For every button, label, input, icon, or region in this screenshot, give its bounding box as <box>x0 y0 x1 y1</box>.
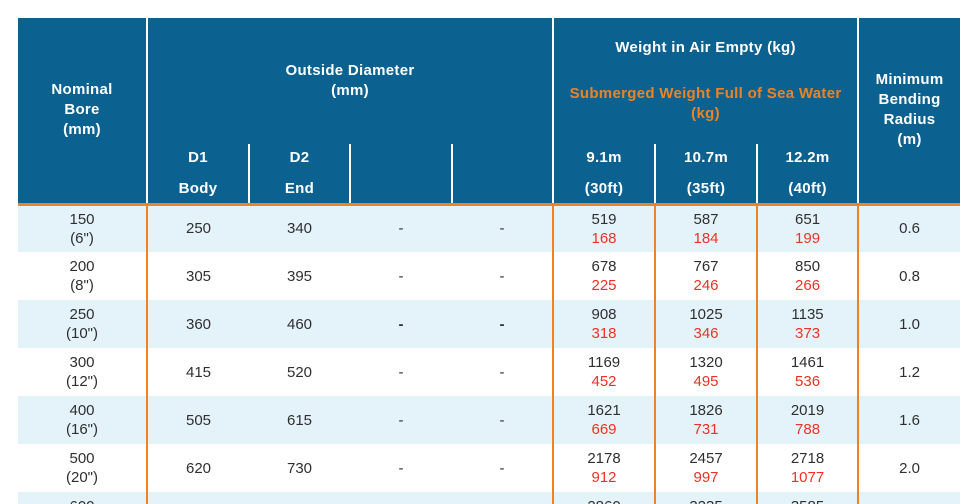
cell-outside-diameter: - <box>452 252 554 300</box>
cell-weight: 651 199 <box>756 202 859 252</box>
cell-outside-diameter: 305 <box>146 252 249 300</box>
cell-outside-diameter: 395 <box>249 252 350 300</box>
table-row: 400 (16") 505 615- -1621 669 1826 731 2019 788 1.… <box>18 396 961 444</box>
cell-nominal-bore: 150 (6") <box>18 202 147 252</box>
cell-weight: 850 266 <box>756 252 859 300</box>
cell-weight: 587 184 <box>654 202 758 252</box>
cell-outside-diameter: - <box>350 348 452 396</box>
cell-weight: 1461 536 <box>756 348 859 396</box>
header-subcol: 9.1m (30ft) <box>552 144 656 204</box>
header-weight-group: Weight in Air Empty (kg) Submerged Weigh… <box>552 18 859 144</box>
cell-outside-diameter: 520 <box>249 348 350 396</box>
cell-outside-diameter: - <box>350 444 452 492</box>
cell-outside-diameter: 415 <box>146 348 249 396</box>
cell-min-bending-radius: 2.0 <box>857 444 961 492</box>
table-row: 300 (12") 415 520- -1169 452 1320 495 1461 536 1.… <box>18 348 961 396</box>
cell-weight: 1320 495 <box>654 348 758 396</box>
table-row: 250 (10") 360 460- -908 318 1025 346 1135 373 1.0 <box>18 300 961 348</box>
cell-outside-diameter: 505 <box>146 396 249 444</box>
cell-outside-diameter: 360 <box>146 300 249 348</box>
cell-outside-diameter: 460 <box>249 300 350 348</box>
cell-nominal-bore: 400 (16") <box>18 396 147 444</box>
cell-outside-diameter: 840 <box>249 492 350 504</box>
cell-weight: 519 168 <box>552 202 656 252</box>
cell-outside-diameter: 730 <box>249 444 350 492</box>
header-weight-air-label: Weight in Air Empty (kg) <box>615 39 796 56</box>
cell-outside-diameter: - <box>350 396 452 444</box>
cell-weight: 2718 1077 <box>756 444 859 492</box>
header-subrow: D1 Body D2 End 9.1m (30ft) 10.7m (35ft) 12.2m (40… <box>18 144 960 204</box>
table-row: 600 (24")730840--28601226323513483585146… <box>18 492 961 504</box>
cell-weight: 28601226 <box>552 492 656 504</box>
cell-outside-diameter: - <box>452 492 554 504</box>
cell-outside-diameter: 250 <box>146 202 249 252</box>
pipe-specification-table: Nominal Bore (mm) Outside Diameter (mm) … <box>18 18 961 504</box>
cell-weight: 1135 373 <box>756 300 859 348</box>
cell-min-bending-radius: 2.4 <box>857 492 961 504</box>
cell-weight: 1169 452 <box>552 348 656 396</box>
cell-min-bending-radius: 0.8 <box>857 252 961 300</box>
cell-outside-diameter: 730 <box>146 492 249 504</box>
cell-outside-diameter: - <box>452 348 554 396</box>
cell-nominal-bore: 600 (24") <box>18 492 147 504</box>
cell-outside-diameter: - <box>452 300 554 348</box>
header-subcol: 12.2m (40ft) <box>756 144 859 204</box>
header-subcol <box>349 144 452 204</box>
cell-nominal-bore: 250 (10") <box>18 300 147 348</box>
cell-min-bending-radius: 1.0 <box>857 300 961 348</box>
cell-outside-diameter: - <box>452 396 554 444</box>
cell-weight: 767 246 <box>654 252 758 300</box>
cell-outside-diameter: - <box>452 444 554 492</box>
cell-outside-diameter: 340 <box>249 202 350 252</box>
cell-nominal-bore: 200 (8") <box>18 252 147 300</box>
cell-outside-diameter: - <box>350 252 452 300</box>
cell-weight: 678 225 <box>552 252 656 300</box>
header-subcol: 10.7m (35ft) <box>654 144 758 204</box>
cell-outside-diameter: 620 <box>146 444 249 492</box>
cell-weight: 2178 912 <box>552 444 656 492</box>
cell-nominal-bore: 500 (20") <box>18 444 147 492</box>
header-nominal-bore: Nominal Bore (mm) <box>18 18 147 204</box>
header-min-bending-radius: Minimum Bending Radius (m) <box>857 18 961 204</box>
table-body: 150 (6") 250 340- -519 168 587 184 651 199 0.6 200… <box>18 202 961 504</box>
header-weight-submerged-label: Submerged Weight Full of Sea Water (kg) <box>569 85 842 122</box>
table-row: 200 (8") 305 395- -678 225 767 246 850 266 0.8 <box>18 252 961 300</box>
cell-min-bending-radius: 0.6 <box>857 202 961 252</box>
cell-outside-diameter: 615 <box>249 396 350 444</box>
header-subcol: D2 End <box>248 144 350 204</box>
cell-outside-diameter: - <box>350 300 452 348</box>
table-row: 150 (6") 250 340- -519 168 587 184 651 199 0.6 <box>18 202 961 252</box>
cell-outside-diameter: - <box>452 202 554 252</box>
cell-nominal-bore: 300 (12") <box>18 348 147 396</box>
header-subcol <box>450 144 554 204</box>
cell-weight: 1025 346 <box>654 300 758 348</box>
header-subcol: D1 Body <box>146 144 249 204</box>
cell-weight: 1621 669 <box>552 396 656 444</box>
cell-outside-diameter: - <box>350 202 452 252</box>
cell-weight: 1826 731 <box>654 396 758 444</box>
header-outside-diameter-group: Outside Diameter (mm) <box>145 18 554 144</box>
table-row: 500 (20") 620 730- -2178 912 2457 997 2718 1077 2… <box>18 444 961 492</box>
cell-outside-diameter: - <box>350 492 452 504</box>
cell-weight: 32351348 <box>654 492 758 504</box>
cell-min-bending-radius: 1.6 <box>857 396 961 444</box>
cell-weight: 908 318 <box>552 300 656 348</box>
cell-weight: 2457 997 <box>654 444 758 492</box>
cell-weight: 2019 788 <box>756 396 859 444</box>
cell-weight: 35851462 <box>756 492 859 504</box>
cell-min-bending-radius: 1.2 <box>857 348 961 396</box>
